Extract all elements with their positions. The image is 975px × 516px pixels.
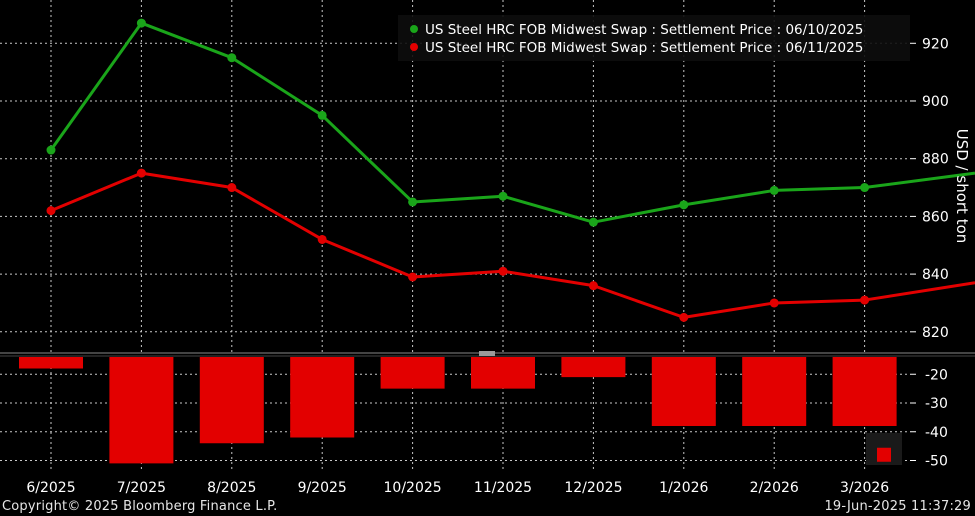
difference-bar bbox=[742, 357, 807, 426]
data-point-06-11-2025 bbox=[679, 312, 689, 322]
data-point-06-11-2025 bbox=[408, 272, 418, 282]
month-axis-tick-label: 11/2025 bbox=[474, 480, 532, 496]
data-point-06-11-2025 bbox=[317, 234, 327, 244]
month-axis-tick-label: 1/2026 bbox=[659, 480, 708, 496]
month-axis-tick-label: 6/2025 bbox=[26, 480, 75, 496]
y-axis-title: USD / short ton bbox=[953, 129, 971, 244]
price-axis-tick-label: 880 bbox=[922, 152, 949, 168]
data-point-06-11-2025 bbox=[588, 281, 598, 291]
panel-resize-handle[interactable] bbox=[479, 351, 495, 356]
price-axis-tick-label: 820 bbox=[922, 325, 949, 341]
month-axis-tick-label: 8/2025 bbox=[207, 480, 256, 496]
month-axis-tick-label: 9/2025 bbox=[298, 480, 347, 496]
price-axis-ticks: 820 840 860 880 900 920 bbox=[910, 36, 949, 341]
data-point-06-10-2025 bbox=[679, 200, 689, 210]
data-point-06-10-2025 bbox=[498, 191, 508, 201]
data-point-06-11-2025 bbox=[227, 183, 237, 193]
month-axis-tick-label: 7/2025 bbox=[117, 480, 166, 496]
difference-bars bbox=[19, 357, 902, 465]
price-lines bbox=[46, 18, 975, 322]
difference-bar bbox=[832, 357, 897, 426]
legend-label-series-2: US Steel HRC FOB Midwest Swap : Settleme… bbox=[425, 40, 863, 56]
price-axis-tick-label: 860 bbox=[922, 209, 949, 225]
difference-axis-tick-label: -40 bbox=[925, 425, 948, 441]
difference-axis-ticks: -20 -30 -40 -50 bbox=[910, 367, 948, 470]
difference-bar bbox=[651, 357, 716, 426]
data-point-06-10-2025 bbox=[408, 197, 418, 207]
data-point-06-10-2025 bbox=[588, 217, 598, 227]
data-point-06-10-2025 bbox=[860, 183, 870, 193]
difference-bar bbox=[109, 357, 174, 464]
data-point-06-11-2025 bbox=[46, 206, 56, 216]
legend-marker-series-1 bbox=[410, 25, 418, 33]
month-axis-tick-label: 2/2026 bbox=[750, 480, 799, 496]
last-value-marker bbox=[877, 447, 891, 462]
legend-marker-series-2 bbox=[410, 43, 418, 51]
data-point-06-10-2025 bbox=[317, 110, 327, 120]
difference-bar bbox=[380, 357, 445, 389]
month-axis-tick-label: 10/2025 bbox=[384, 480, 442, 496]
difference-axis-tick-label: -20 bbox=[925, 367, 948, 383]
data-point-06-10-2025 bbox=[136, 18, 146, 28]
data-point-06-11-2025 bbox=[498, 266, 508, 276]
copyright-notice: Copyright© 2025 Bloomberg Finance L.P. bbox=[2, 499, 278, 514]
timestamp: 19-Jun-2025 11:37:29 bbox=[824, 499, 971, 514]
difference-axis-tick-label: -50 bbox=[925, 454, 948, 470]
legend-label-series-1: US Steel HRC FOB Midwest Swap : Settleme… bbox=[425, 22, 863, 38]
data-point-06-11-2025 bbox=[769, 298, 779, 308]
difference-bar bbox=[19, 357, 83, 369]
difference-bar bbox=[290, 357, 355, 438]
month-axis-tick-label: 3/2026 bbox=[840, 480, 889, 496]
data-point-06-10-2025 bbox=[769, 185, 779, 195]
difference-bar bbox=[471, 357, 535, 389]
month-axis-tick-label: 12/2025 bbox=[564, 480, 622, 496]
difference-axis-tick-label: -30 bbox=[925, 396, 948, 412]
data-point-06-10-2025 bbox=[46, 145, 56, 155]
data-point-06-11-2025 bbox=[860, 295, 870, 305]
data-point-06-10-2025 bbox=[227, 53, 237, 63]
price-axis-tick-label: 920 bbox=[922, 36, 949, 52]
difference-bar bbox=[199, 357, 264, 444]
price-axis-tick-label: 840 bbox=[922, 267, 949, 283]
price-axis-tick-label: 900 bbox=[922, 94, 949, 110]
month-axis-ticks: 6/2025 7/2025 8/2025 9/2025 10/2025 11/2025 12… bbox=[26, 480, 889, 496]
data-point-06-11-2025 bbox=[136, 168, 146, 178]
legend-background bbox=[398, 15, 910, 61]
legend: US Steel HRC FOB Midwest Swap : Settleme… bbox=[398, 15, 910, 61]
difference-bar bbox=[561, 357, 626, 378]
